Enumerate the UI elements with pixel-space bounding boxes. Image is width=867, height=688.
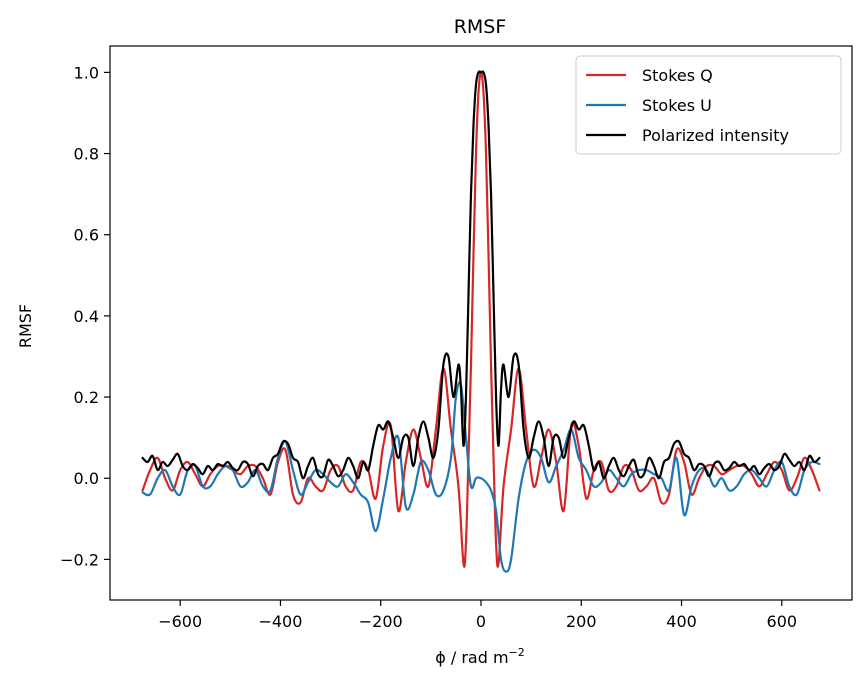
y-tick-label: 0.2	[74, 388, 99, 407]
x-tick-label: 200	[566, 612, 597, 631]
legend-box	[575, 55, 842, 155]
legend-entries: Stokes Q Stokes U Polarized intensity	[586, 66, 789, 145]
x-tick-label: 600	[767, 612, 798, 631]
legend-entry-stokes-q: Stokes Q	[642, 66, 713, 85]
legend: Stokes Q Stokes U Polarized intensity	[575, 55, 842, 155]
x-tick-label: −400	[258, 612, 302, 631]
stokes-u-line	[141, 381, 821, 573]
y-tick-label: 0.4	[74, 307, 99, 326]
y-tick-label: 0.6	[74, 226, 99, 245]
y-tick-label: −0.2	[60, 550, 99, 569]
legend-entry-polarized-intensity: Polarized intensity	[642, 126, 789, 145]
y-axis-label: RMSF	[16, 304, 35, 348]
x-tick-label: −200	[359, 612, 403, 631]
chart-title: RMSF	[454, 16, 507, 38]
y-tick-label: 0.8	[74, 145, 99, 164]
y-axis-ticks: −0.2 0.0 0.2 0.4 0.6 0.8 1.0	[60, 63, 110, 569]
x-axis-label: ϕ / rad m−2	[435, 646, 525, 667]
polarized-intensity-line	[141, 70, 821, 480]
plot-area: −600 −400 −200 0 200 400 600 −0.2 0.0 0.2 0.4 0.6 0…	[60, 45, 853, 631]
x-tick-label: 0	[476, 612, 486, 631]
legend-entry-stokes-u: Stokes U	[642, 96, 712, 115]
x-axis-ticks: −600 −400 −200 0 200 400 600	[158, 600, 797, 631]
x-tick-label: −600	[158, 612, 202, 631]
y-tick-label: 0.0	[74, 469, 99, 488]
y-tick-label: 1.0	[74, 63, 99, 82]
series-layer	[141, 70, 821, 573]
x-tick-label: 400	[666, 612, 697, 631]
